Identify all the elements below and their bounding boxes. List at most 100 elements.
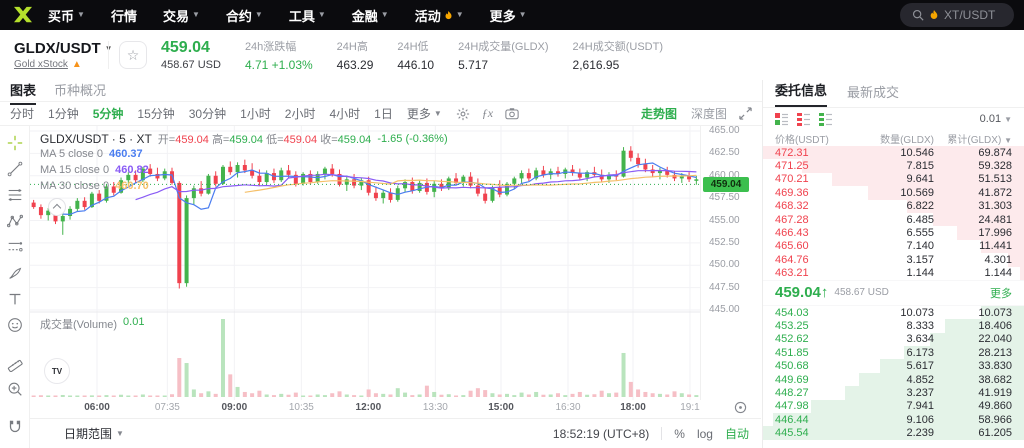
timeframe-分时[interactable]: 分时 bbox=[10, 107, 35, 121]
tab-recent-trades[interactable]: 最新成交 bbox=[847, 85, 900, 100]
camera-icon[interactable] bbox=[505, 107, 519, 120]
flame-icon bbox=[445, 10, 452, 19]
trendline-icon[interactable] bbox=[5, 160, 25, 178]
ask-row[interactable]: 466.43 6.555 17.996 bbox=[763, 226, 1024, 240]
brush-icon[interactable] bbox=[5, 264, 25, 282]
view-tab-price[interactable]: 走势图 bbox=[640, 107, 677, 121]
nav-item-campaigns[interactable]: 活动 ▼ bbox=[414, 8, 464, 24]
favorite-button[interactable]: ☆ bbox=[119, 41, 147, 69]
bid-row[interactable]: 451.85 6.173 28.213 bbox=[763, 346, 1024, 360]
tradingview-logo[interactable]: TV bbox=[44, 358, 70, 384]
ask-row[interactable]: 469.36 10.569 41.872 bbox=[763, 186, 1024, 200]
fullscreen-icon[interactable] bbox=[739, 107, 752, 120]
price-axis[interactable]: 459.04 465.00 462.50 460.00 457.50 455.00 452… bbox=[700, 125, 762, 400]
chart-tabs: 图表 币种概况 bbox=[0, 80, 762, 105]
ma-legend-row: MA 5 close 0 460.37 bbox=[40, 148, 143, 160]
more-link[interactable]: 更多 bbox=[990, 287, 1012, 300]
bid-row[interactable]: 450.68 5.617 33.830 bbox=[763, 359, 1024, 373]
bid-row[interactable]: 454.03 10.073 10.073 bbox=[763, 305, 1024, 320]
price: 463.21 bbox=[775, 267, 809, 280]
timeframe-4小时[interactable]: 4小时 bbox=[329, 107, 361, 121]
candlestick-chart[interactable] bbox=[30, 126, 700, 400]
bid-row[interactable]: 448.27 3.237 41.919 bbox=[763, 386, 1024, 400]
legend-collapse-button[interactable] bbox=[48, 198, 66, 216]
forecast-icon[interactable] bbox=[5, 238, 25, 256]
x-axis-label: 12:00 bbox=[355, 402, 382, 413]
total: 69.874 bbox=[978, 146, 1012, 159]
pair-block[interactable]: GLDX/USDT▼ Gold xStock ▲ bbox=[14, 40, 113, 70]
price: 450.68 bbox=[775, 360, 809, 373]
text-tool-icon[interactable] bbox=[5, 290, 25, 308]
auto-scale-toggle[interactable]: 自动 bbox=[724, 427, 749, 441]
col-total[interactable]: 累计(GLDX) ▼ bbox=[947, 134, 1012, 146]
ask-row[interactable]: 464.76 3.157 4.301 bbox=[763, 253, 1024, 267]
emoji-tool-icon[interactable] bbox=[5, 316, 25, 334]
bid-row[interactable]: 447.98 7.941 49.860 bbox=[763, 399, 1024, 414]
volume-legend: 成交量(Volume) 0.01 bbox=[40, 316, 144, 332]
total: 59.328 bbox=[978, 160, 1012, 173]
bid-row[interactable]: 445.54 2.239 61.205 bbox=[763, 426, 1024, 440]
chart-plot-area[interactable]: GLDX/USDT · 5 · XT 开=459.04 高=459.04 低=4… bbox=[30, 126, 700, 400]
log-scale-toggle[interactable]: log bbox=[696, 426, 713, 441]
lock-drawings-icon[interactable] bbox=[5, 444, 25, 448]
timeframe-more-button[interactable]: 更多 ▼ bbox=[406, 107, 442, 121]
timeframe-30分钟[interactable]: 30分钟 bbox=[188, 107, 227, 121]
ticker-bar: GLDX/USDT▼ Gold xStock ▲ ☆ 459.04 458.67… bbox=[0, 30, 1024, 81]
time-axis[interactable]: 06:00 07:35 09:00 10:35 12:00 13:30 15:00 16:30… bbox=[0, 400, 761, 416]
ask-row[interactable]: 471.25 7.815 59.328 bbox=[763, 159, 1024, 173]
total: 41.919 bbox=[978, 386, 1012, 399]
pair-fullname[interactable]: Gold xStock bbox=[14, 59, 68, 70]
timeframe-1小时[interactable]: 1小时 bbox=[240, 107, 271, 121]
timeframe-1日[interactable]: 1日 bbox=[374, 107, 393, 121]
bid-row[interactable]: 452.62 3.634 22.040 bbox=[763, 332, 1024, 347]
timeframe-15分钟[interactable]: 15分钟 bbox=[137, 107, 175, 121]
ask-row[interactable]: 470.21 9.641 51.513 bbox=[763, 172, 1024, 187]
depth-view-all-icon[interactable] bbox=[775, 112, 789, 126]
ask-row[interactable]: 463.21 1.144 1.144 bbox=[763, 266, 1024, 280]
ask-row[interactable]: 472.31 10.546 69.874 bbox=[763, 146, 1024, 160]
xabcd-pattern-icon[interactable] bbox=[5, 212, 25, 230]
legend-value: 459.04 bbox=[229, 134, 267, 146]
chevron-down-icon: ▼ bbox=[191, 10, 200, 19]
depth-view-asks-icon[interactable] bbox=[797, 112, 811, 126]
xt-logo-icon[interactable] bbox=[12, 6, 34, 24]
nav-item-buy[interactable]: 买币 ▼ bbox=[48, 8, 85, 24]
tab-order-book[interactable]: 委托信息 bbox=[775, 80, 828, 107]
precision-select[interactable]: 0.01 ▼ bbox=[979, 113, 1012, 125]
mid-price[interactable]: 459.04↑ bbox=[775, 284, 829, 302]
depth-bar bbox=[907, 199, 1024, 213]
nav-item-more[interactable]: 更多 ▼ bbox=[489, 8, 527, 24]
timeframe-5分钟[interactable]: 5分钟 bbox=[92, 107, 124, 121]
gear-icon[interactable] bbox=[456, 107, 470, 121]
ask-row[interactable]: 467.28 6.485 24.481 bbox=[763, 212, 1024, 227]
price: 449.69 bbox=[775, 373, 809, 386]
tab-coin-overview[interactable]: 币种概况 bbox=[54, 83, 107, 98]
bid-row[interactable]: 449.69 4.852 38.682 bbox=[763, 372, 1024, 387]
ask-row[interactable]: 468.32 6.822 31.303 bbox=[763, 199, 1024, 213]
nav-item-futures[interactable]: 合约 ▼ bbox=[225, 8, 263, 24]
search-input[interactable]: XT/USDT bbox=[900, 3, 1014, 27]
timeframe-1分钟[interactable]: 1分钟 bbox=[48, 107, 79, 121]
date-range-button[interactable]: 日期范围 ▼ bbox=[64, 427, 124, 441]
scroll-to-realtime-icon[interactable] bbox=[734, 401, 747, 414]
nav-item-tools[interactable]: 工具 ▼ bbox=[288, 8, 326, 24]
divider bbox=[661, 427, 663, 440]
percent-scale-toggle[interactable]: % bbox=[674, 426, 685, 441]
bid-row[interactable]: 453.25 8.333 18.406 bbox=[763, 319, 1024, 333]
zoom-in-icon[interactable] bbox=[5, 380, 25, 398]
nav-item-markets[interactable]: 行情 bbox=[110, 8, 137, 24]
magnet-icon[interactable] bbox=[5, 418, 25, 436]
ruler-icon[interactable] bbox=[5, 354, 25, 372]
ask-row[interactable]: 465.60 7.140 11.441 bbox=[763, 239, 1024, 254]
timeframe-2小时[interactable]: 2小时 bbox=[284, 107, 316, 121]
bid-row[interactable]: 446.44 9.106 58.966 bbox=[763, 413, 1024, 427]
depth-view-bids-icon[interactable] bbox=[819, 112, 833, 126]
crosshair-tool[interactable] bbox=[5, 134, 25, 152]
nav-item-trade[interactable]: 交易 ▼ bbox=[162, 8, 200, 24]
view-tab-depth[interactable]: 深度图 bbox=[690, 107, 727, 121]
indicators-fx-button[interactable]: ƒx bbox=[481, 106, 494, 120]
fib-lines-icon[interactable] bbox=[5, 186, 25, 204]
chevron-down-icon: ▼ bbox=[1004, 114, 1012, 124]
nav-item-finance[interactable]: 金融 ▼ bbox=[351, 8, 389, 24]
tab-chart[interactable]: 图表 bbox=[10, 80, 37, 105]
